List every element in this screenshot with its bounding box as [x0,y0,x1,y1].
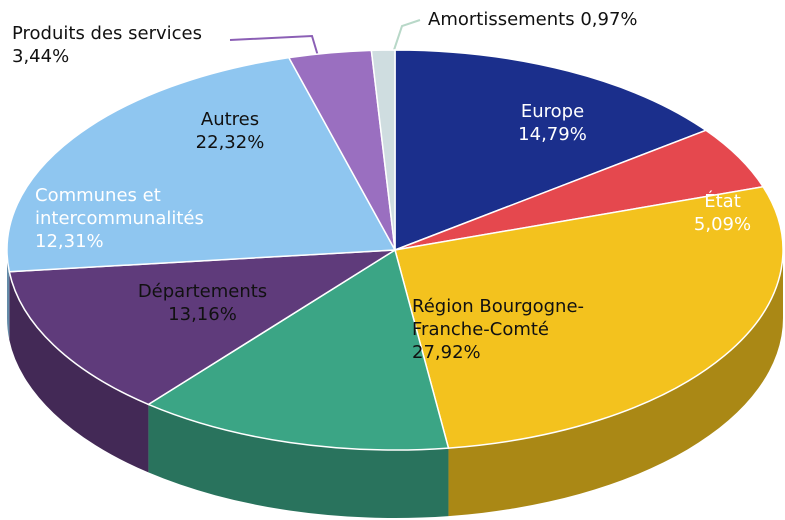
slice-label: Communes et intercommunalités 12,31% [35,184,235,253]
pie-slice [394,49,708,252]
category-label: Amortissements [428,9,575,30]
value-label: 22,32% [195,132,265,153]
value-label: 12,31% [35,231,104,252]
slice-label: Europe 14,79% [470,100,635,146]
value-label: 13,16% [168,304,237,325]
category-label: Communes et intercommunalités [35,185,204,229]
value-label: 0,97% [580,9,638,30]
pie-top [6,49,784,451]
category-label: Produits des services [12,23,203,44]
pie-slice [6,56,397,273]
value-label: 3,44% [12,46,70,67]
leader-line [393,19,421,51]
slice-label: Région Bourgogne-Franche-Comté 27,92% [412,295,622,364]
pie-slice-side [148,404,449,518]
value-label: 14,79% [518,124,587,145]
category-label: Autres [200,109,260,130]
slice-label: Départements 13,16% [110,280,295,326]
category-label: État [704,191,741,212]
pie-slice [146,248,450,451]
pie-slice-side [9,271,149,473]
slice-label: Amortissements 0,97% [428,8,688,31]
pie-slice [8,249,396,406]
value-label: 5,09% [693,214,752,235]
category-label: Départements [137,281,268,302]
slice-label: État 5,09% [675,190,770,236]
value-label: 27,92% [412,342,481,363]
leader-line [229,34,319,57]
category-label: Région Bourgogne-Franche-Comté [412,296,585,340]
category-label: Europe [520,101,585,122]
slice-label: Autres 22,32% [160,108,300,154]
slice-label: Produits des services 3,44% [12,22,232,68]
pie-slice-side [448,250,783,517]
pie-slice [370,49,396,251]
pie-slice [394,185,784,449]
